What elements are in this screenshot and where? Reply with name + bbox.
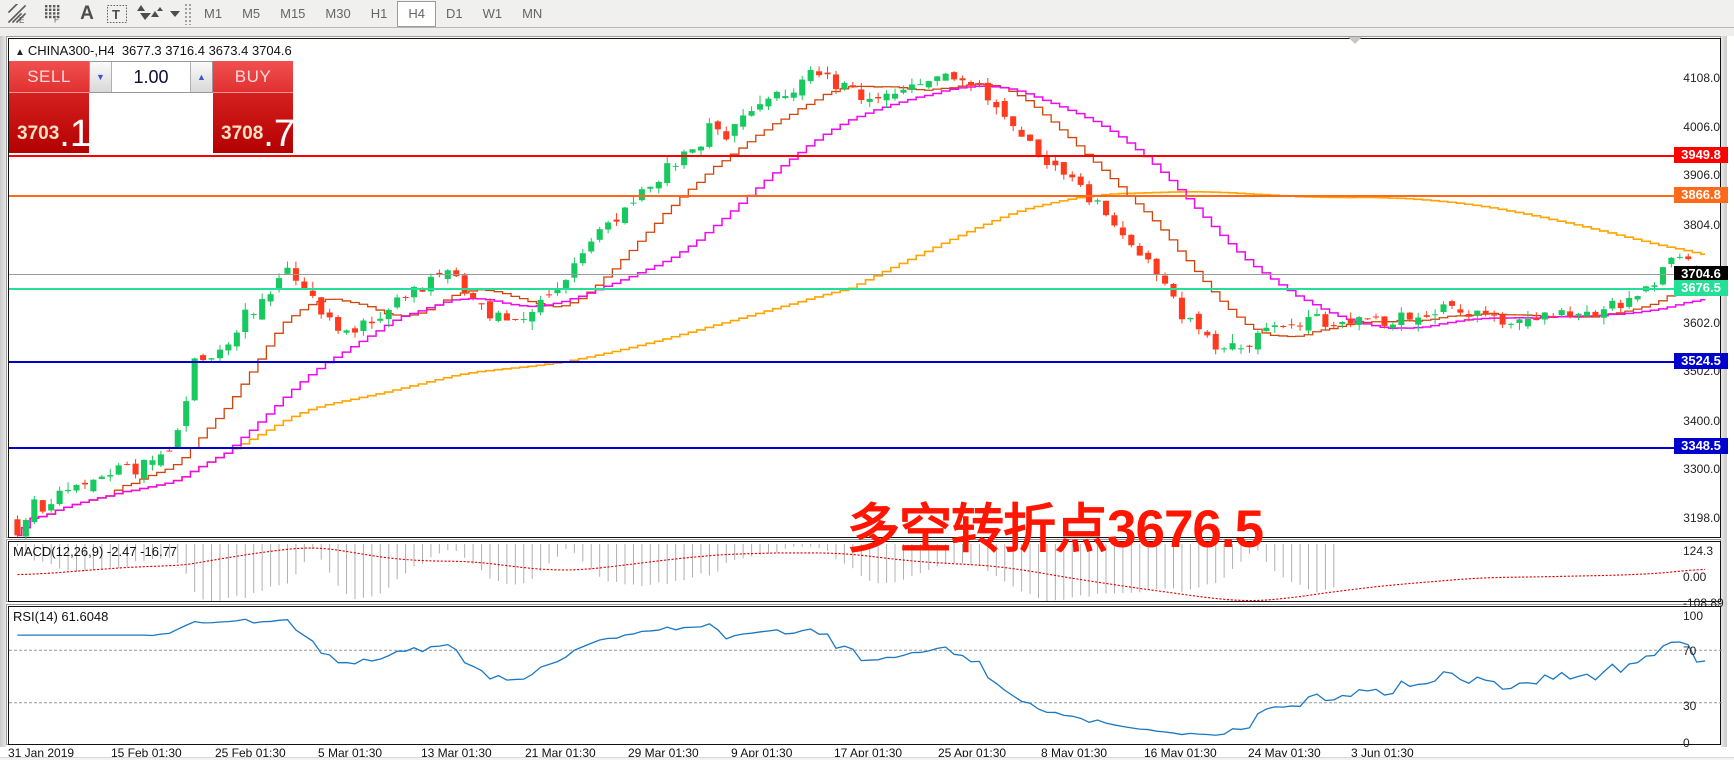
svg-text:E: E [19,16,24,24]
svg-text:T: T [112,7,120,22]
svg-text:F: F [54,15,59,23]
